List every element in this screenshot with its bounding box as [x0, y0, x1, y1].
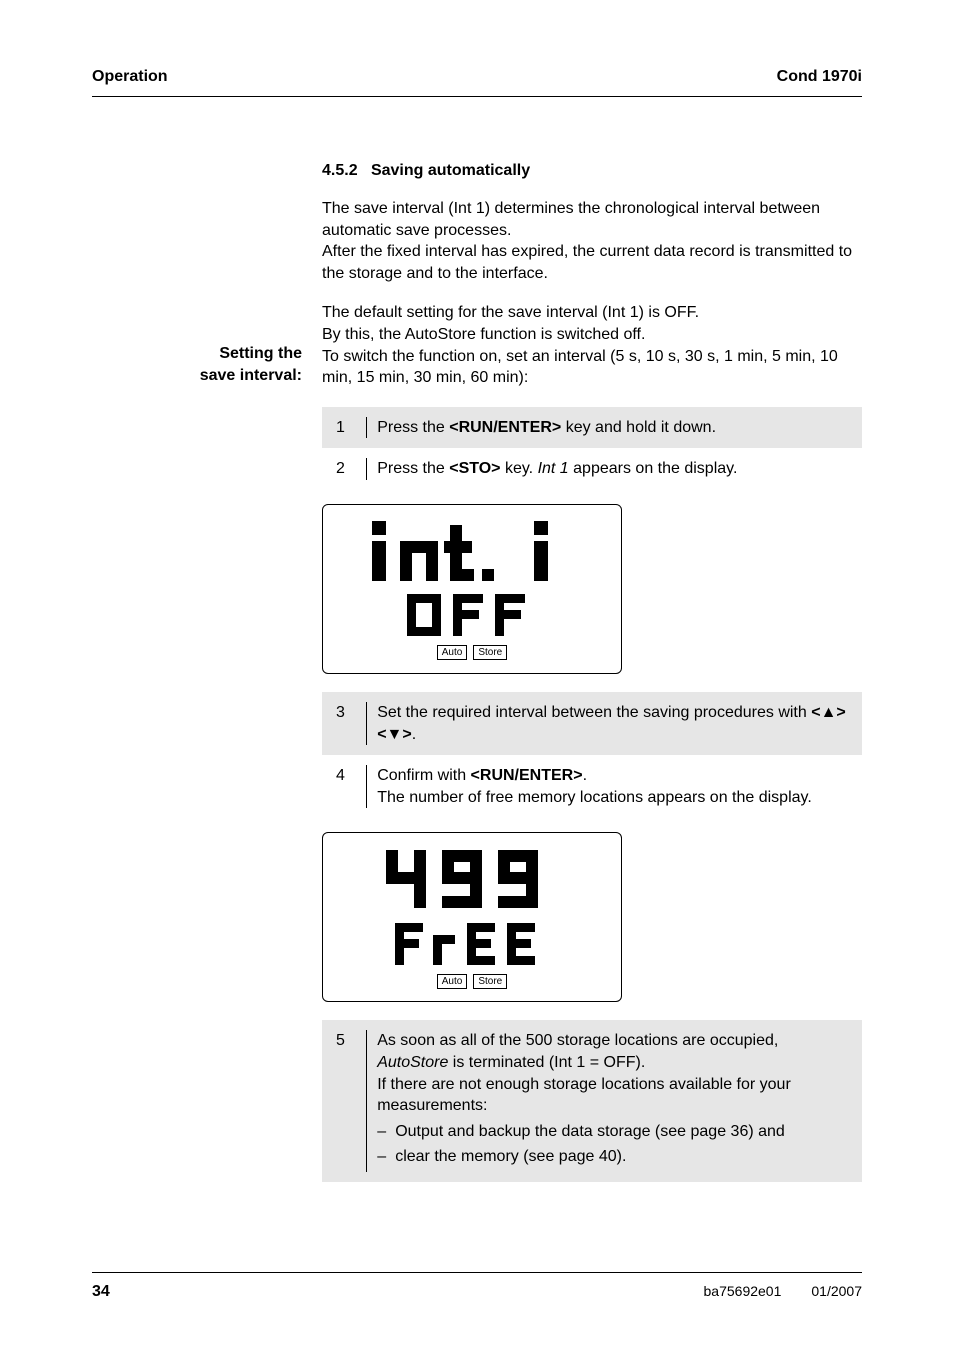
step-4-line2: The number of free memory locations appe… — [377, 789, 812, 806]
header-rule — [92, 96, 862, 97]
step-4: 4 Confirm with <RUN/ENTER>. The number o… — [322, 755, 862, 818]
step-2-mid: key. — [501, 460, 538, 477]
step-2-key: <STO> — [449, 460, 500, 477]
lcd-tag-store-2: Store — [473, 974, 507, 989]
divider — [366, 765, 367, 808]
step-5: 5 As soon as all of the 500 storage loca… — [322, 1020, 862, 1182]
step-5-ital: AutoStore — [377, 1054, 448, 1071]
content: 4.5.2 Saving automatically The save inte… — [322, 162, 862, 1182]
step-3-key1: <▲> — [811, 704, 846, 721]
step-2-prefix: Press the — [377, 460, 449, 477]
lcd-main-2 — [372, 842, 572, 917]
setting-p2: To switch the function on, set an interv… — [322, 348, 838, 387]
step-5-bullet2: clear the memory (see page 40). — [395, 1146, 852, 1168]
footer-date: 01/2007 — [811, 1283, 862, 1301]
header-right: Cond 1970i — [777, 68, 862, 86]
divider — [366, 458, 367, 480]
footer: 34 ba75692e01 01/2007 — [92, 1272, 862, 1301]
step-3-num: 3 — [336, 702, 366, 724]
margin-label-line2: save interval: — [200, 367, 302, 384]
divider — [366, 702, 367, 745]
setting-block: The default setting for the save interva… — [322, 302, 862, 388]
step-5-text: As soon as all of the 500 storage locati… — [377, 1030, 852, 1172]
step-4-num: 4 — [336, 765, 366, 787]
intro-p3: The default setting for the save interva… — [322, 304, 699, 321]
step-4-text: Confirm with <RUN/ENTER>. The number of … — [377, 765, 852, 808]
lcd-tags-1: Auto Store — [437, 645, 507, 660]
divider — [366, 1030, 367, 1172]
footer-right: ba75692e01 01/2007 — [704, 1283, 862, 1301]
header-left: Operation — [92, 68, 168, 86]
step-1-suffix: key and hold it down. — [561, 419, 716, 436]
lcd-box-2: Auto Store — [322, 832, 622, 1002]
step-3-text: Set the required interval between the sa… — [377, 702, 852, 745]
step-3-suffix: . — [412, 726, 416, 743]
lcd-sub-2: Auto Store — [387, 917, 557, 989]
step-4-suffix1: . — [583, 767, 587, 784]
lcd-tag-store: Store — [473, 645, 507, 660]
margin-label: Setting the save interval: — [92, 343, 302, 386]
lcd-main-1 — [362, 513, 582, 588]
setting-p1: By this, the AutoStore function is switc… — [322, 326, 645, 343]
step-3-prefix: Set the required interval between the sa… — [377, 704, 811, 721]
step-3-key2: <▼> — [377, 726, 412, 743]
step-2-ital: Int 1 — [538, 460, 569, 477]
step-1: 1 Press the <RUN/ENTER> key and hold it … — [322, 407, 862, 449]
step-1-prefix: Press the — [377, 419, 449, 436]
lcd-tag-auto: Auto — [437, 645, 468, 660]
step-1-text: Press the <RUN/ENTER> key and hold it do… — [377, 417, 852, 439]
lcd-tag-auto-2: Auto — [437, 974, 468, 989]
margin-label-line1: Setting the — [219, 345, 302, 362]
intro-p1: The save interval (Int 1) determines the… — [322, 200, 820, 239]
divider — [366, 417, 367, 439]
step-2-text: Press the <STO> key. Int 1 appears on th… — [377, 458, 852, 480]
lcd-box-1: Auto Store — [322, 504, 622, 674]
step-5-num: 5 — [336, 1030, 366, 1052]
step-4-prefix: Confirm with — [377, 767, 470, 784]
section-title: Saving automatically — [371, 162, 530, 179]
step-5-line1a: As soon as all of the 500 storage locati… — [377, 1032, 778, 1049]
lcd-sub-1: Auto Store — [397, 588, 547, 660]
section-number: 4.5.2 — [322, 162, 358, 179]
step-1-num: 1 — [336, 417, 366, 439]
step-3: 3 Set the required interval between the … — [322, 692, 862, 755]
intro-p2: After the fixed interval has expired, th… — [322, 243, 852, 282]
footer-doc: ba75692e01 — [704, 1283, 782, 1301]
step-1-key: <RUN/ENTER> — [449, 419, 561, 436]
step-5-line1b: is terminated (Int 1 = OFF). — [448, 1054, 645, 1071]
intro-block: The save interval (Int 1) determines the… — [322, 198, 862, 284]
step-5-line2: If there are not enough storage location… — [377, 1076, 791, 1115]
lcd-tags-2: Auto Store — [437, 974, 507, 989]
step-2: 2 Press the <STO> key. Int 1 appears on … — [322, 448, 862, 490]
footer-page: 34 — [92, 1283, 110, 1301]
step-4-key: <RUN/ENTER> — [471, 767, 583, 784]
section-heading: 4.5.2 Saving automatically — [322, 162, 862, 180]
step-5-bullet1: Output and backup the data storage (see … — [395, 1121, 852, 1143]
step-2-num: 2 — [336, 458, 366, 480]
step-2-suffix: appears on the display. — [569, 460, 738, 477]
